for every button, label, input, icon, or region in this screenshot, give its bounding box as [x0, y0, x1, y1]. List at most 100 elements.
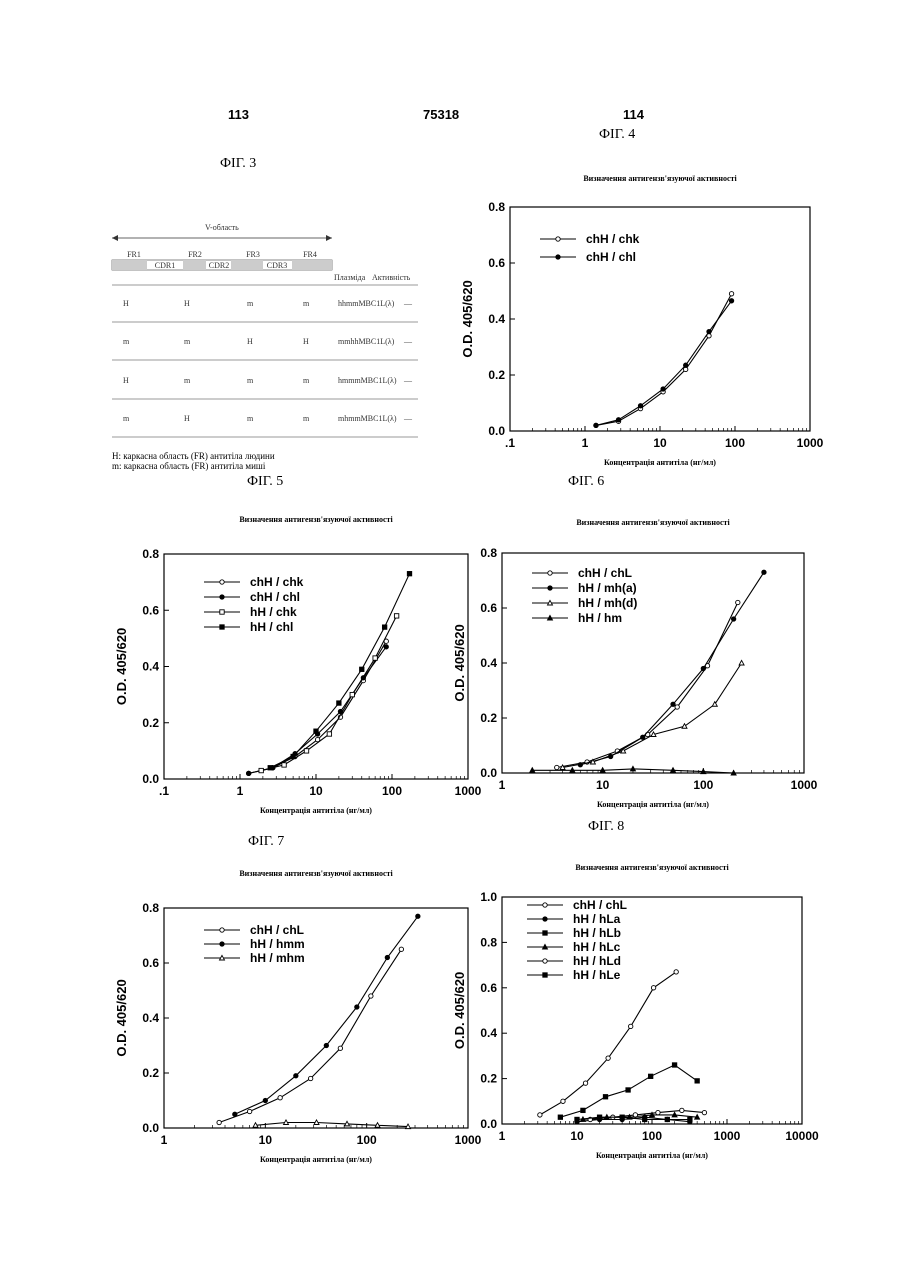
data-point	[247, 1109, 251, 1113]
series-6: hH / hLe	[527, 968, 692, 1122]
data-point	[373, 656, 377, 660]
data-point	[583, 1081, 587, 1085]
series-line	[557, 603, 738, 768]
data-point	[695, 1079, 699, 1083]
data-point	[291, 754, 295, 758]
data-point	[683, 363, 687, 367]
data-point	[220, 955, 225, 960]
segment-fr1	[112, 260, 147, 270]
legend-label: hH / chk	[250, 605, 297, 619]
x-axis-label: Концентрація антитіла (нг/мл)	[596, 1151, 708, 1160]
x-tick-label: 1000	[791, 778, 818, 792]
chart-fig5: Визначення антигензв'язуючої активності.…	[100, 508, 440, 828]
plot-frame	[510, 207, 810, 431]
activity-cell: —	[403, 337, 413, 346]
fr-origin-cell: m	[247, 376, 254, 385]
series-line	[249, 641, 387, 773]
fr-origin-cell: H	[184, 414, 190, 423]
data-point	[626, 1088, 630, 1092]
y-tick-label: 0.2	[480, 711, 497, 725]
x-tick-label: 1	[499, 778, 506, 792]
data-point	[729, 299, 733, 303]
x-tick-label: 10	[596, 778, 610, 792]
y-axis-label: O.D. 405/620	[452, 624, 467, 701]
y-tick-label: 0.2	[142, 716, 159, 730]
y-tick-label: 0.0	[142, 1121, 159, 1135]
data-point	[375, 1123, 380, 1128]
data-point	[638, 404, 642, 408]
series-4: hH / hm	[530, 611, 736, 775]
data-point	[220, 595, 224, 599]
fr-origin-cell: m	[123, 414, 130, 423]
y-tick-label: 0.6	[488, 256, 505, 270]
data-point	[688, 1117, 692, 1121]
data-point	[701, 666, 705, 670]
y-tick-label: 0.4	[142, 1011, 159, 1025]
data-point	[350, 692, 354, 696]
data-point	[695, 1115, 700, 1120]
data-point	[648, 1074, 652, 1078]
cdr-labels: CDR1CDR2CDR3	[155, 261, 287, 270]
x-axis-label: Концентрація антитіла (нг/мл)	[604, 458, 716, 467]
fr-origin-cell: m	[247, 299, 254, 308]
x-tick-label: 100	[357, 1133, 377, 1147]
data-point	[220, 610, 224, 614]
data-point	[561, 1099, 565, 1103]
data-point	[629, 1024, 633, 1028]
legend-label: chH / chL	[250, 923, 304, 937]
data-point	[731, 617, 735, 621]
data-point	[530, 768, 535, 773]
data-point	[620, 1115, 624, 1119]
data-point	[581, 1108, 585, 1112]
x-tick-label: .1	[159, 784, 169, 798]
legend-label: hH / hmm	[250, 937, 305, 951]
fr-origin-cell: m	[303, 376, 310, 385]
y-tick-label: 0.4	[488, 312, 505, 326]
chart-fig7: Визначення антигензв'язуючої активності1…	[100, 862, 440, 1172]
chart-title: Визначення антигензв'язуючої активності	[575, 863, 729, 872]
data-point	[656, 1110, 660, 1114]
data-point	[324, 1043, 328, 1047]
data-point	[338, 1046, 342, 1050]
cdr-label: CDR1	[155, 261, 175, 270]
fig3-note-mouse: m: каркасна область (FR) антитіла миші	[112, 461, 265, 471]
data-point	[233, 1112, 237, 1116]
y-tick-label: 0.2	[488, 368, 505, 382]
series-line	[540, 972, 676, 1115]
data-point	[217, 1120, 221, 1124]
data-point	[548, 600, 553, 605]
legend-label: hH / hLa	[573, 912, 621, 926]
data-point	[282, 763, 286, 767]
data-point	[671, 768, 676, 773]
fr-origin-cell: m	[184, 376, 191, 385]
fr-label: FR3	[246, 250, 260, 259]
y-tick-label: 0.0	[488, 424, 505, 438]
fr-origin-cell: m	[184, 337, 191, 346]
data-point	[253, 1123, 258, 1128]
series-line	[596, 301, 732, 426]
data-point	[643, 1117, 647, 1121]
data-point	[651, 986, 655, 990]
y-tick-label: 0.0	[480, 1117, 497, 1131]
fr-origin-cell: H	[303, 337, 309, 346]
fr-origin-cell: H	[247, 337, 253, 346]
y-tick-label: 0.2	[480, 1072, 497, 1086]
data-point	[543, 917, 547, 921]
chart-title: Визначення антигензв'язуючої активності	[576, 518, 730, 527]
legend-label: chH / chk	[586, 232, 640, 246]
segment-fr3	[231, 260, 263, 270]
arrow-left-icon	[112, 235, 118, 241]
plasmid-cell: mmhhMBC1L(λ)	[338, 337, 395, 346]
data-point	[294, 1074, 298, 1078]
data-point	[369, 994, 373, 998]
x-tick-label: 1	[237, 784, 244, 798]
legend-label: chH / chl	[250, 590, 300, 604]
x-tick-label: 1	[582, 436, 589, 450]
legend-label: hH / chl	[250, 620, 293, 634]
data-point	[675, 705, 679, 709]
legend-label: hH / hLc	[573, 940, 621, 954]
x-tick-label: 10000	[785, 1129, 819, 1143]
series-line	[596, 294, 732, 426]
series-line	[261, 616, 396, 771]
chart-fig4: Визначення антигензв'язуючої активності.…	[440, 170, 780, 480]
